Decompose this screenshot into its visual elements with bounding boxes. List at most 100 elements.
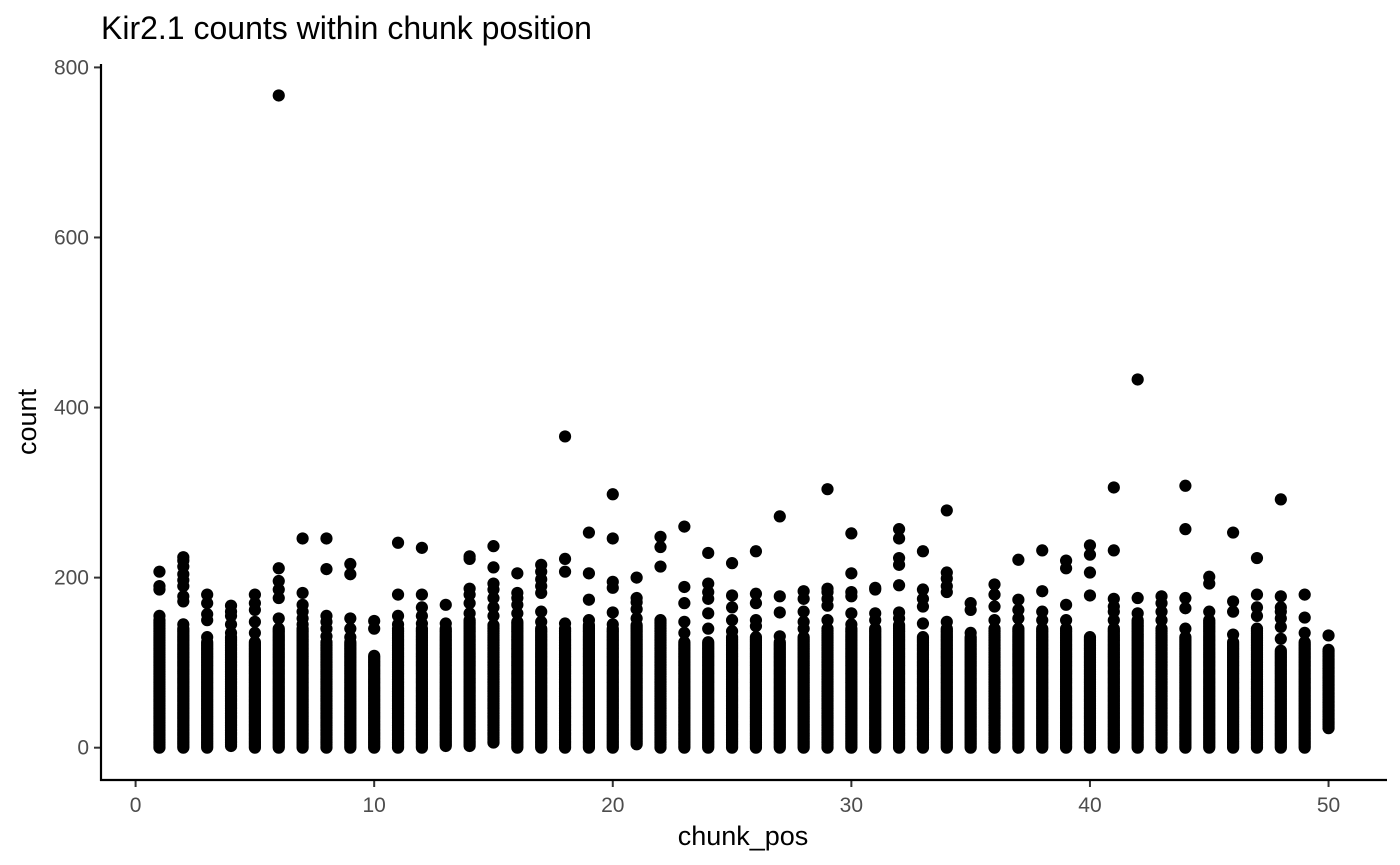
data-point — [391, 609, 405, 622]
data-point — [1203, 605, 1216, 618]
data-point — [1298, 636, 1311, 649]
data-point — [368, 614, 381, 628]
data-point — [344, 631, 357, 644]
data-point — [964, 597, 977, 610]
y-tick-label: 400 — [54, 397, 89, 420]
data-point — [1012, 553, 1025, 566]
data-point — [869, 607, 882, 620]
x-tick-label: 20 — [601, 794, 624, 817]
data-point — [630, 591, 643, 605]
data-point — [702, 585, 715, 599]
data-point — [916, 545, 930, 558]
data-point — [272, 89, 285, 102]
data-point — [797, 585, 810, 598]
data-point — [725, 601, 739, 614]
data-point — [606, 488, 619, 501]
data-point — [606, 575, 619, 588]
data-point — [272, 562, 285, 575]
data-point — [487, 561, 500, 574]
data-point — [1083, 566, 1097, 579]
data-point — [320, 609, 333, 622]
data-point — [869, 622, 882, 635]
data-point — [964, 626, 977, 639]
data-point — [1179, 631, 1192, 644]
data-point — [678, 626, 691, 639]
data-point — [630, 571, 643, 584]
data-point — [1227, 595, 1240, 608]
data-point — [749, 614, 763, 627]
data-point — [654, 560, 667, 573]
data-point — [654, 530, 667, 543]
data-point — [988, 600, 1001, 613]
data-point — [344, 612, 357, 625]
data-point — [1036, 622, 1049, 635]
data-point — [1036, 544, 1049, 557]
data-point — [773, 630, 786, 643]
data-point — [773, 606, 786, 619]
data-point — [344, 557, 357, 571]
data-point — [630, 612, 643, 625]
data-point — [248, 597, 261, 610]
data-point — [821, 614, 834, 627]
data-point — [845, 567, 858, 580]
data-point — [558, 617, 572, 630]
data-point — [1155, 590, 1168, 603]
data-point — [463, 607, 476, 620]
data-point — [1131, 591, 1144, 605]
data-point — [1274, 493, 1287, 506]
data-point — [535, 615, 548, 628]
data-point — [177, 618, 190, 631]
data-point — [678, 580, 691, 594]
data-point — [463, 550, 476, 563]
data-point — [1179, 591, 1192, 605]
y-axis-ticks: 0 200 400 600 800 — [54, 56, 101, 760]
data-point — [702, 607, 715, 620]
data-point — [1227, 605, 1240, 618]
data-point — [1298, 588, 1311, 601]
data-point — [248, 615, 261, 628]
data-point — [463, 582, 476, 595]
data-point — [678, 615, 691, 628]
data-point — [153, 565, 166, 578]
data-point — [177, 551, 190, 564]
data-point — [1059, 622, 1073, 635]
data-point — [1274, 620, 1287, 634]
data-point — [511, 586, 524, 600]
data-point — [558, 565, 572, 578]
data-point — [916, 631, 930, 644]
data-point — [511, 567, 524, 580]
data-point — [892, 532, 906, 545]
data-point — [1179, 602, 1192, 615]
y-axis-title: count — [12, 388, 42, 455]
data-point — [1036, 614, 1049, 627]
data-point — [1298, 626, 1311, 639]
data-point — [606, 606, 619, 619]
data-point — [1131, 373, 1144, 386]
data-point — [1012, 612, 1025, 625]
data-point — [1274, 590, 1287, 603]
x-tick-label: 0 — [130, 794, 142, 817]
data-point — [320, 563, 333, 576]
data-point — [439, 617, 452, 630]
data-point — [1107, 622, 1120, 635]
data-point — [1203, 614, 1216, 627]
data-point — [201, 608, 214, 621]
data-point — [224, 599, 238, 612]
chart-title: Kir2.1 counts within chunk position — [101, 10, 592, 46]
data-point — [487, 540, 500, 553]
data-point — [201, 588, 214, 601]
data-point — [1107, 614, 1120, 627]
data-point — [487, 609, 500, 622]
data-point — [272, 583, 285, 596]
data-point — [1059, 554, 1073, 567]
data-point — [606, 532, 619, 545]
data-point — [892, 523, 906, 536]
data-point — [439, 598, 452, 611]
data-point — [1227, 526, 1240, 539]
data-point — [725, 614, 739, 627]
data-point — [272, 591, 285, 605]
data-point — [916, 617, 930, 630]
data-point — [702, 636, 715, 649]
data-point — [1155, 605, 1168, 618]
data-point — [368, 649, 381, 662]
